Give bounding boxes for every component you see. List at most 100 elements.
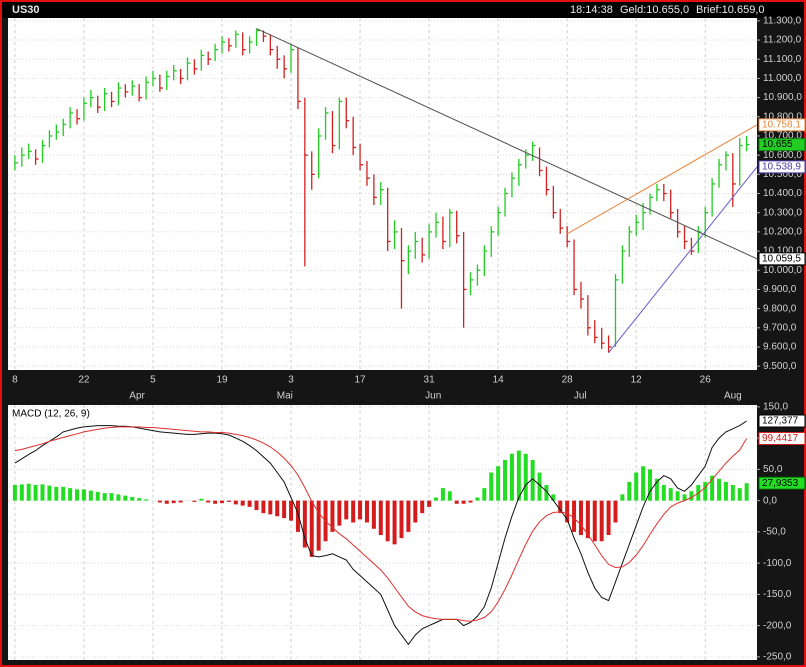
histogram-bar (572, 500, 577, 532)
histogram-bar (599, 500, 604, 542)
histogram-bar (75, 489, 80, 501)
histogram-bar (744, 483, 749, 501)
y-tick-label: 11.200,0 (763, 35, 802, 46)
macd-line (14, 420, 747, 646)
level-box (758, 138, 806, 152)
histogram-bar (620, 494, 625, 501)
x-tick-label: 5 (150, 375, 156, 386)
histogram-bar (164, 500, 169, 504)
x-tick-label: 19 (216, 375, 228, 386)
level-box (758, 414, 806, 428)
histogram-bar (358, 500, 363, 520)
histogram-bar (585, 500, 590, 539)
histogram-bar (613, 500, 618, 523)
histogram-bar (171, 500, 176, 504)
histogram-bar (309, 500, 314, 557)
x-tick-label: 12 (631, 375, 643, 386)
histogram-bar (703, 481, 708, 501)
x-tick-label: 8 (12, 375, 18, 386)
trend-line (566, 124, 758, 235)
histogram-bar (261, 500, 266, 514)
histogram-bar (385, 500, 390, 542)
month-label: Apr (129, 391, 145, 402)
level-label: 27,9353 (762, 478, 799, 489)
y-tick-label: 9.600,0 (763, 342, 797, 353)
histogram-bar (26, 483, 31, 501)
histogram-bar (447, 491, 452, 501)
title-bar (2, 2, 804, 18)
histogram-bar (254, 500, 259, 510)
y-tick-label: 10.300,0 (763, 207, 802, 218)
y-tick-label: 10.400,0 (763, 188, 802, 199)
trend-line (256, 28, 758, 260)
y-tick-label: 10.000,0 (763, 265, 802, 276)
level-label: 10.655 (762, 139, 793, 150)
bid: Geld:10.655,0 (620, 4, 689, 16)
histogram-bar (648, 469, 652, 501)
level-box (758, 118, 806, 132)
histogram-bar (206, 500, 211, 503)
y-tick-label: 11.000,0 (763, 73, 802, 84)
histogram-bar (19, 484, 24, 501)
histogram-bar (226, 500, 231, 502)
histogram-bar (482, 488, 487, 501)
level-box (758, 160, 806, 174)
histogram-bar (68, 488, 73, 501)
histogram-bar (675, 491, 680, 501)
histogram-bar (302, 500, 307, 548)
histogram-bar (192, 500, 197, 502)
level-label: 10.538,9 (762, 162, 801, 173)
month-label: Jun (425, 391, 441, 402)
histogram-bar (592, 500, 597, 542)
y-tick-label: -50,0 (763, 527, 786, 538)
y-tick-label: 9.700,0 (763, 322, 797, 333)
y-tick-label: 10.800,0 (763, 111, 802, 122)
level-label: 10.758,1 (762, 119, 801, 130)
histogram-bar (47, 485, 52, 501)
histogram-bar (689, 491, 694, 501)
level-box (758, 476, 806, 490)
histogram-bar (503, 460, 508, 501)
symbol: US30 (12, 4, 40, 16)
histogram-bar (247, 500, 252, 507)
histogram-bar (275, 500, 280, 517)
histogram-bar (737, 488, 742, 501)
histogram-bar (364, 500, 369, 523)
histogram-bar (475, 497, 480, 501)
histogram-bar (316, 500, 321, 551)
y-tick-label: 10.600,0 (763, 150, 802, 161)
x-tick-label: 14 (493, 375, 505, 386)
y-tick-label: 9.800,0 (763, 303, 797, 314)
histogram-bar (413, 500, 418, 523)
y-tick-label: 10.200,0 (763, 227, 802, 238)
histogram-bar (157, 500, 162, 503)
month-label: Jul (574, 391, 587, 402)
histogram-bar (61, 486, 66, 501)
histogram-bar (530, 460, 535, 501)
histogram-bar (509, 453, 514, 501)
histogram-bar (661, 485, 666, 501)
x-tick-label: 3 (288, 375, 294, 386)
y-tick-label: 9.900,0 (763, 284, 797, 295)
histogram-bar (440, 488, 445, 501)
x-tick-label: 26 (700, 375, 712, 386)
histogram-bar (723, 481, 728, 501)
y-tick-label: 0,0 (763, 495, 777, 506)
y-tick-label: -150,0 (763, 589, 792, 600)
histogram-bar (634, 472, 639, 501)
x-tick-label: 22 (78, 375, 90, 386)
histogram-bar (268, 500, 273, 515)
histogram-bar (392, 500, 397, 545)
histogram-bar (199, 498, 204, 501)
pane-title: MACD (12, 26, 9) (12, 409, 90, 420)
time: 18:14:38 (570, 4, 613, 16)
histogram-bar (344, 500, 349, 520)
histogram-bar (558, 500, 563, 514)
histogram-bar (337, 500, 342, 526)
histogram-bar (123, 495, 128, 501)
histogram-bar (730, 485, 735, 501)
histogram-bar (434, 497, 438, 501)
histogram-bar (641, 466, 646, 501)
histogram-bar (144, 499, 149, 501)
